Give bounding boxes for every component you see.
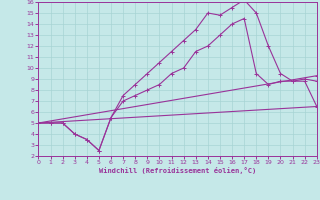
X-axis label: Windchill (Refroidissement éolien,°C): Windchill (Refroidissement éolien,°C) [99, 167, 256, 174]
